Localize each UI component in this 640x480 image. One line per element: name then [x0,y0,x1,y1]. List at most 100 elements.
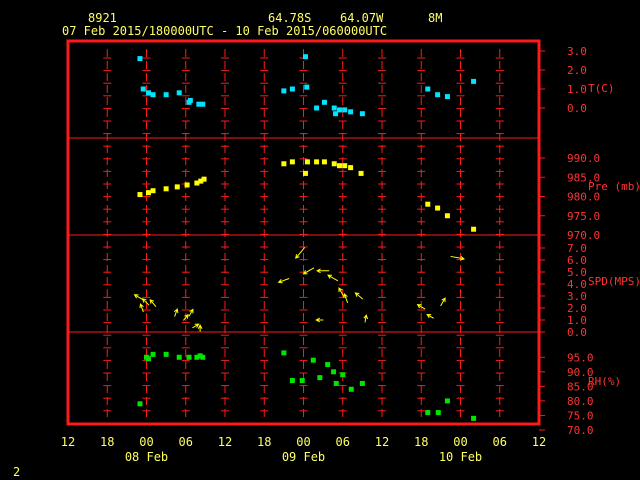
humidity-point [317,375,323,381]
wind-vector [450,255,465,261]
temperature-point [444,94,450,100]
temperature-point [333,111,339,117]
time-range-label: 07 Feb 2015/180000UTC - 10 Feb 2015/0600… [62,24,387,38]
pressure-point [198,178,204,184]
x-tick-label: 12 [375,435,389,449]
wind-y-tick-label: 2.0 [567,302,587,315]
longitude-label: 64.07W [340,11,384,25]
x-tick-label: 06 [179,435,193,449]
humidity-point [145,356,151,362]
x-tick-label: 12 [532,435,546,449]
pressure-point [194,180,200,186]
wind-vector [302,267,315,275]
humidity-point [331,369,337,375]
wind-vector [277,278,290,284]
humidity-point [163,351,169,357]
humidity-point [200,354,206,360]
temperature-point [321,99,327,105]
page-number: 2 [13,465,20,479]
wind-y-tick-label: 4.0 [567,278,587,291]
pressure-point [281,161,287,167]
x-tick-label: 06 [493,435,507,449]
temperature-y-tick-label: 2.0 [567,64,587,77]
elevation-label: 8M [428,11,442,25]
temperature-point [187,97,193,103]
humidity-y-tick-label: 70.0 [567,424,594,437]
pressure-y-tick-label: 980.0 [567,191,600,204]
humidity-y-tick-label: 75.0 [567,409,594,422]
x-axis-layer: 12 18 00 06 12 18 00 06 12 18 00 06 12 08 Feb 09 Feb 10… [61,435,546,464]
wind-vector [188,308,194,317]
temperature-point [314,105,320,111]
panel-dividers [68,137,539,333]
wind-series [133,247,465,332]
x-tick-label: 00 [139,435,153,449]
temperature-point [359,111,365,117]
humidity-point [150,351,156,357]
wind-y-tick-label: 6.0 [567,254,587,267]
temperature-point [336,107,342,113]
x-day-label: 08 Feb [125,450,168,464]
wind-vector [141,298,150,306]
wind-vector [354,292,364,300]
wind-vector [192,323,200,329]
temperature-point [342,107,348,113]
wind-vector [295,247,306,259]
wind-vector [426,313,434,319]
humidity-point [348,386,354,392]
wind-vector [327,274,339,282]
chart-frame [66,39,541,426]
humidity-point [289,378,295,384]
pressure-point [358,170,364,176]
pressure-point [336,163,342,169]
pressure-series [137,159,477,232]
temperature-point [348,109,354,115]
temperature-point [150,92,156,98]
humidity-y-tick-label: 85.0 [567,380,594,393]
wind-vector [440,297,446,307]
humidity-point [435,410,441,416]
temperature-point [471,78,477,84]
x-tick-label: 18 [414,435,428,449]
temperature-axis-label: T(C) [588,82,615,95]
humidity-point [176,354,182,360]
wind-vector [133,294,144,301]
wind-y-tick-label: 0.0 [567,326,587,339]
temperature-y-tick-label: 1.0 [567,83,587,96]
humidity-point [340,372,346,378]
pressure-point [425,201,431,207]
temperature-point [304,84,310,90]
x-day-label: 10 Feb [439,450,482,464]
humidity-point [310,357,316,363]
temperature-point [281,88,287,94]
pressure-point [302,170,308,176]
grid-layer [103,49,504,418]
station-id: 8921 [88,11,117,25]
humidity-point [194,354,200,360]
wind-vector [197,324,203,332]
pressure-point [444,213,450,219]
wind-vector [416,304,426,310]
pressure-point [471,226,477,232]
temperature-point [145,90,151,96]
pressure-point [331,161,337,167]
temperature-point [331,105,337,111]
temperature-y-tick-label: 3.0 [567,45,587,58]
wind-vector [315,317,324,323]
pressure-point [435,205,441,211]
y-axis-layer: 3.02.01.00.0T(C)990.0985.0980.0975.0970.… [539,45,640,437]
pressure-point [184,182,190,188]
pressure-point [342,163,348,169]
wind-axis-label: SPD(MPS) [588,275,640,288]
temperature-point [137,56,143,62]
temperature-point [425,86,431,92]
pressure-point [174,184,180,190]
wind-vector [338,287,345,297]
wind-y-tick-label: 7.0 [567,242,587,255]
humidity-y-tick-label: 95.0 [567,351,594,364]
x-tick-label: 12 [218,435,232,449]
humidity-point [444,398,450,404]
humidity-point [281,350,287,356]
